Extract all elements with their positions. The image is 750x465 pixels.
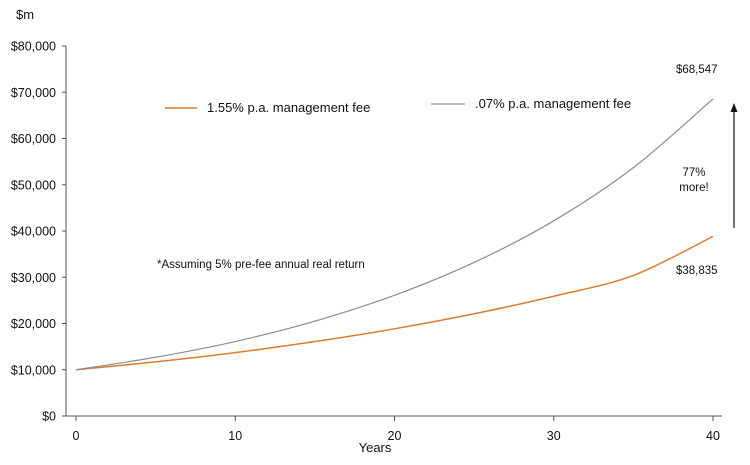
y-tick-label: $80,000 — [11, 40, 56, 54]
legend-label-series-2: .07% p.a. management fee — [475, 96, 631, 111]
assumption-note: *Assuming 5% pre-fee annual real return — [157, 259, 365, 271]
y-tick-label: $30,000 — [11, 271, 56, 285]
x-tick-label: 20 — [388, 429, 402, 443]
series-line-2 — [75, 98, 714, 371]
y-tick-label: $10,000 — [11, 363, 56, 377]
x-axis-label: Years — [359, 440, 392, 455]
x-tick-label: 30 — [547, 429, 561, 443]
difference-label-percent: 77% — [682, 167, 705, 179]
difference-arrow-head — [730, 103, 738, 112]
x-tick-label: 10 — [228, 429, 242, 443]
difference-label-more: more! — [679, 182, 708, 194]
y-axis-ticks: $0 $10,000 $20,000 $30,000 $40,000 $50,000 $60… — [11, 40, 66, 424]
y-tick-label: $60,000 — [11, 132, 56, 146]
y-tick-label: $70,000 — [11, 86, 56, 100]
y-tick-label: $40,000 — [11, 225, 56, 239]
end-value-label-bottom: $38,835 — [676, 265, 718, 277]
x-tick-label: 40 — [706, 429, 720, 443]
legend: 1.55% p.a. management fee .07% p.a. mana… — [165, 96, 631, 115]
end-value-label-top: $68,547 — [676, 64, 718, 76]
x-tick-label: 0 — [73, 429, 80, 443]
difference-arrow — [730, 103, 738, 228]
series-line-1 — [75, 235, 714, 371]
y-axis-label: $m — [16, 7, 34, 22]
y-tick-label: $20,000 — [11, 317, 56, 331]
x-axis-ticks: 0 10 20 30 40 — [73, 416, 720, 443]
series-layer — [75, 98, 714, 371]
legend-label-series-1: 1.55% p.a. management fee — [207, 100, 370, 115]
y-tick-label: $50,000 — [11, 178, 56, 192]
y-tick-label: $0 — [42, 410, 56, 424]
